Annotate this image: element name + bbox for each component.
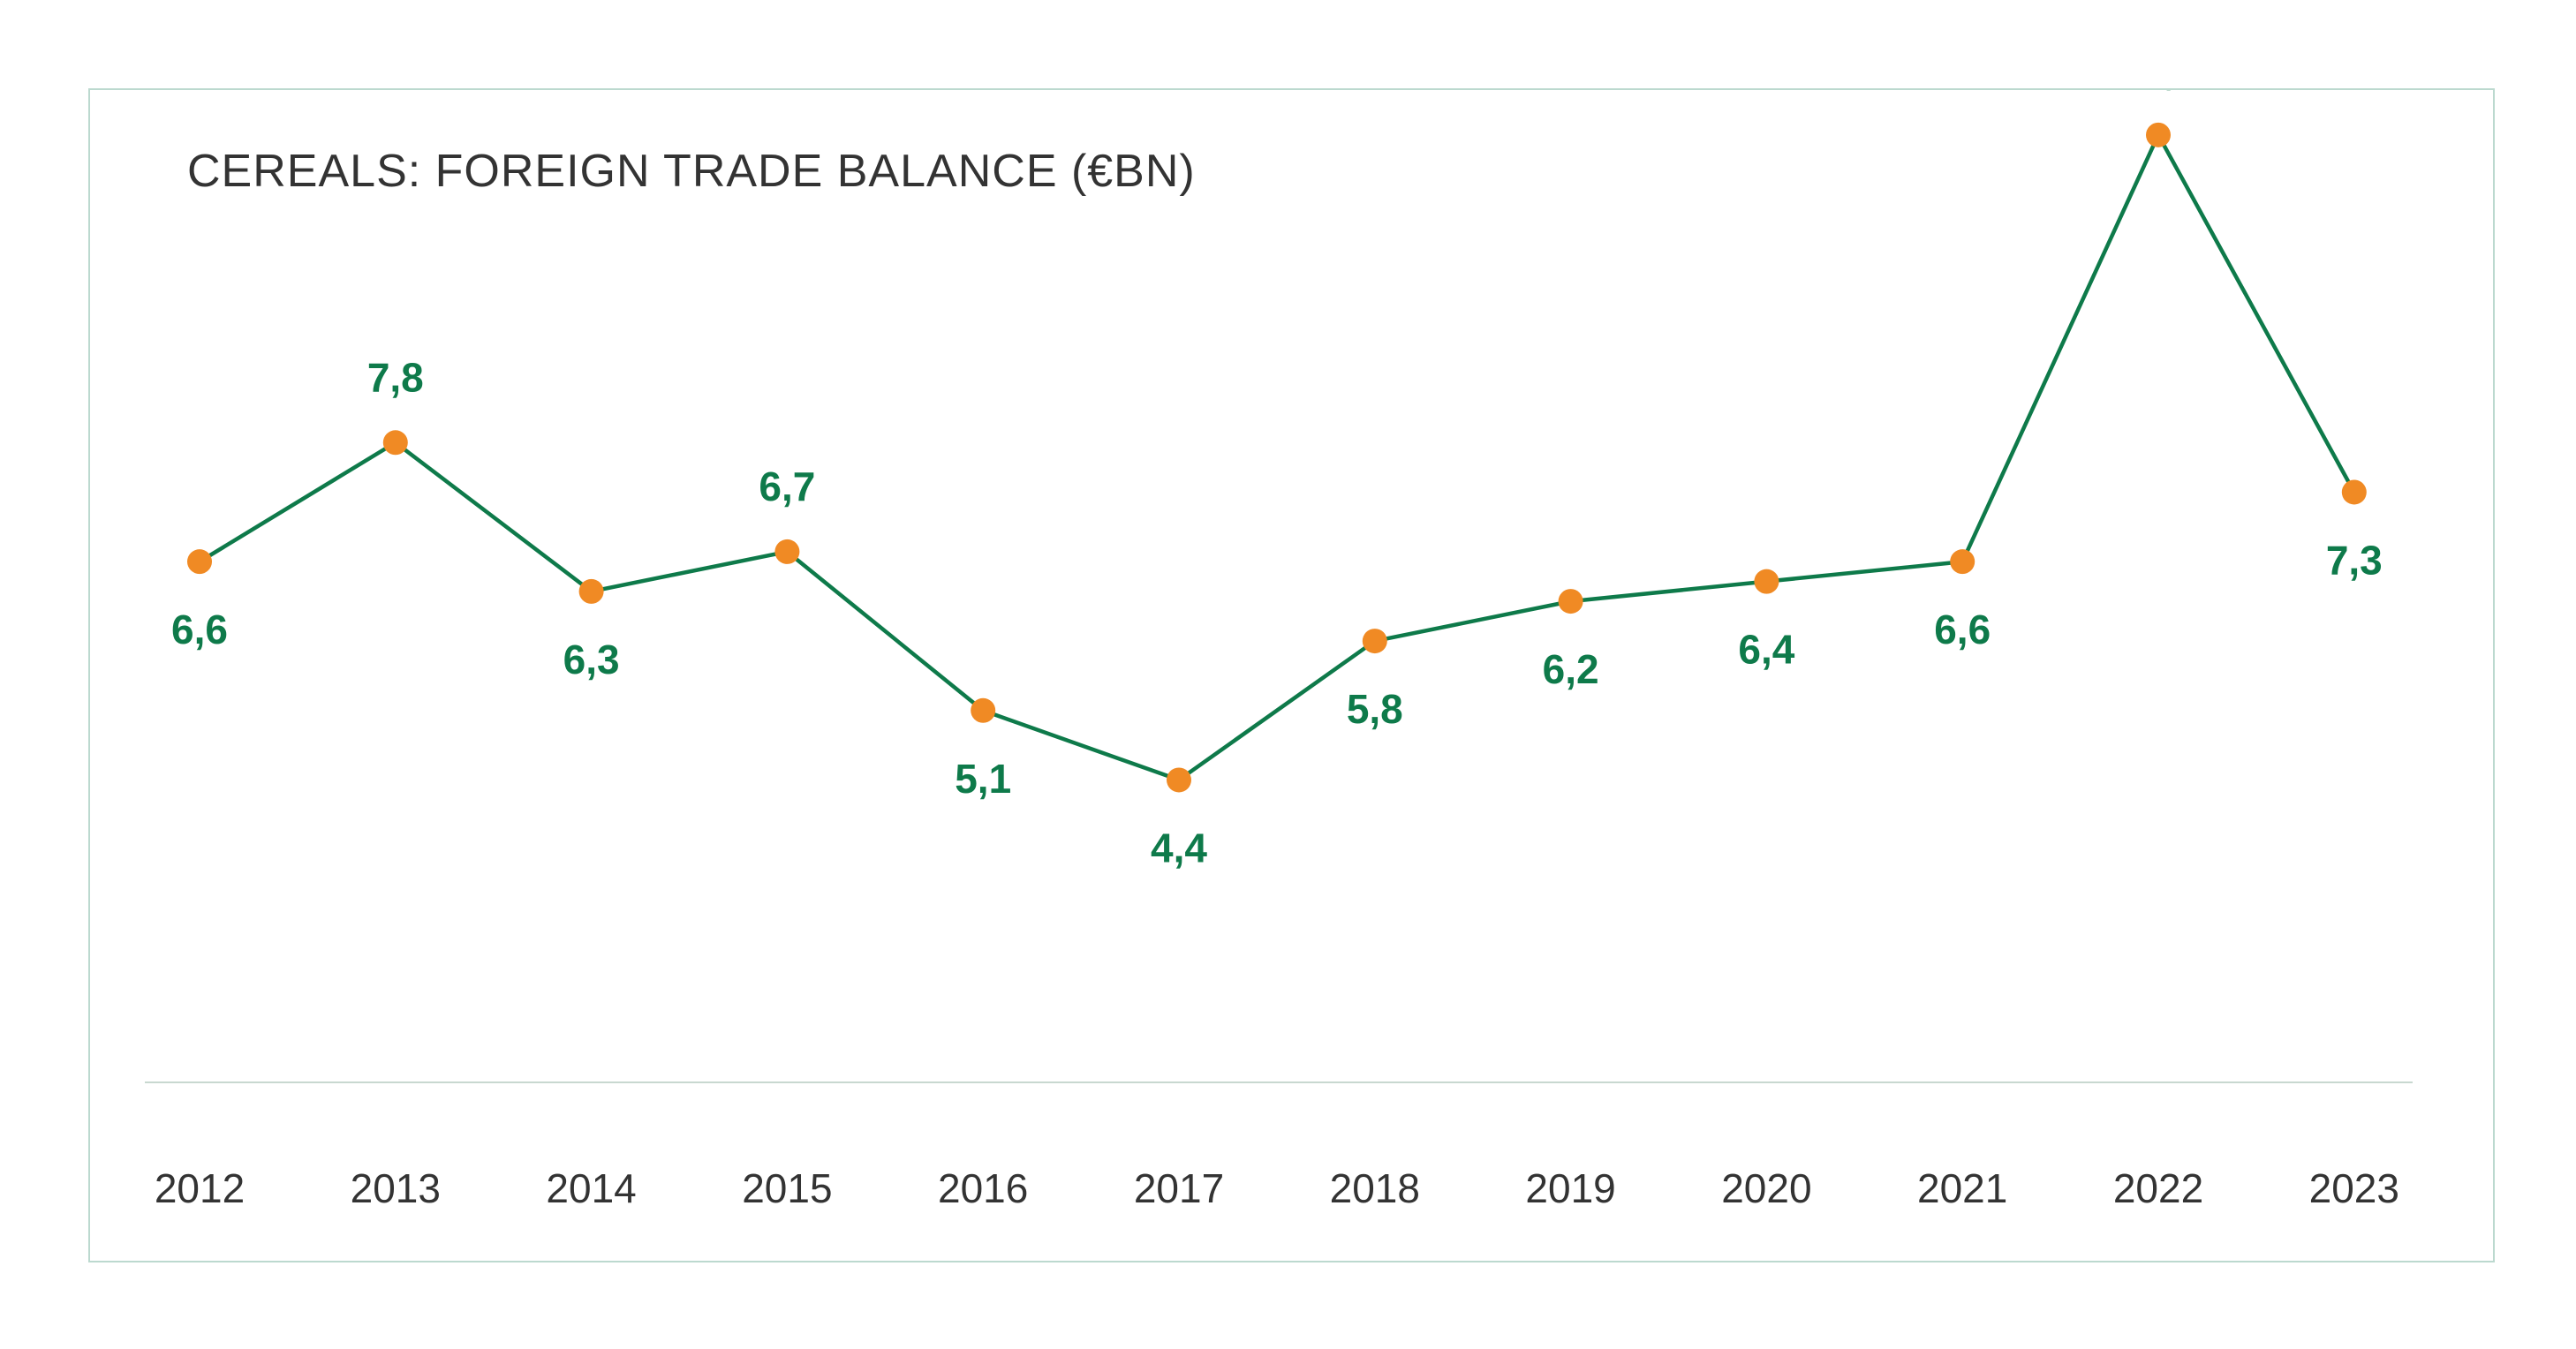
data-point-2023 [2341,479,2367,505]
data-point-2013 [382,430,408,456]
data-point-2021 [1950,549,1975,575]
chart-frame: CEREALS: FOREIGN TRADE BALANCE (€BN) 6,6… [88,88,2495,1262]
chart-title: CEREALS: FOREIGN TRADE BALANCE (€BN) [187,146,1196,197]
data-label-2017: 4,4 [1151,825,1207,870]
data-label-2023: 7,3 [2326,537,2383,583]
series-line [198,132,2356,782]
line-chart: 6,6 7,8 6,3 6,7 5,1 4,4 5,8 6,2 6,4 6,6 10,9 7,3 20… [145,90,2413,1211]
data-point-2022 [2146,122,2171,147]
data-point-2012 [187,549,212,575]
data-point-2016 [971,697,996,723]
data-label-2019: 6,2 [1543,646,1599,692]
data-labels: 6,6 7,8 6,3 6,7 5,1 4,4 5,8 6,2 6,4 6,6 10,9 7,3 [171,90,2383,870]
data-label-2015: 6,7 [759,463,815,509]
data-label-2013: 7,8 [367,354,424,400]
x-tick-label-2017: 2017 [1134,1165,1224,1211]
data-label-2012: 6,6 [171,607,228,652]
x-tick-label-2021: 2021 [1917,1165,2007,1211]
data-label-2018: 5,8 [1347,686,1403,732]
data-point-2014 [578,578,604,604]
data-label-2014: 6,3 [563,637,620,682]
data-point-2017 [1167,767,1191,793]
data-markers [187,122,2367,793]
x-tick-label-2019: 2019 [1525,1165,1615,1211]
data-label-2021: 6,6 [1934,607,1991,652]
data-point-2020 [1754,569,1779,594]
data-label-2020: 6,4 [1738,627,1794,673]
data-label-2022: 10,9 [2119,90,2198,93]
x-tick-label-2016: 2016 [938,1165,1028,1211]
x-tick-label-2023: 2023 [2309,1165,2399,1211]
x-axis-tick-labels: 2012 2013 2014 2015 2016 2017 2018 2019 2020 2021… [155,1165,2399,1211]
x-tick-label-2020: 2020 [1721,1165,1811,1211]
x-tick-label-2014: 2014 [546,1165,636,1211]
x-tick-label-2018: 2018 [1330,1165,1420,1211]
x-tick-label-2013: 2013 [351,1165,441,1211]
x-tick-label-2015: 2015 [742,1165,832,1211]
data-point-2018 [1362,629,1387,654]
x-tick-label-2022: 2022 [2113,1165,2203,1211]
x-tick-label-2012: 2012 [155,1165,245,1211]
data-point-2019 [1558,589,1583,614]
data-label-2016: 5,1 [955,756,1011,802]
data-point-2015 [774,539,800,564]
